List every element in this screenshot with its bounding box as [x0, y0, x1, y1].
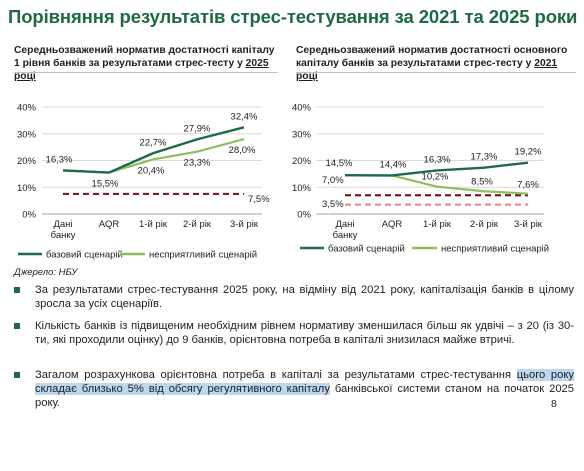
data-label: 8,5% [471, 176, 493, 187]
bullet-marker [14, 372, 20, 378]
base-series-line [62, 126, 245, 174]
x-tick-label: банку [51, 230, 76, 241]
right-chart-title-main: Середньозважений норматив достатності ос… [296, 45, 568, 69]
right-title-rule [296, 72, 576, 73]
x-tick-label: банку [333, 230, 358, 241]
x-tick-label: Дані [335, 219, 354, 230]
y-tick-label: 20% [292, 156, 312, 167]
legend-label: базовий сценарій [46, 250, 123, 261]
legend-label: несприятливий сценарій [441, 244, 549, 255]
x-tick-label: AQR [382, 219, 403, 230]
bullet-marker [14, 323, 20, 329]
data-label: 17,3% [471, 152, 498, 163]
left-title-rule [14, 72, 278, 73]
x-tick-label: Дані [53, 219, 72, 230]
bullet-item: Загалом розрахункова орієнтовна потреба … [14, 368, 574, 411]
right-chart-title: Середньозважений норматив достатності ос… [296, 44, 576, 83]
data-label: 15,5% [92, 179, 119, 190]
x-tick-label: 1-й рік [139, 219, 168, 230]
y-tick-label: 0% [22, 210, 36, 221]
bullet-item: За результатами стрес-тестування 2025 ро… [14, 283, 574, 311]
data-label: 20,4% [138, 165, 165, 176]
data-label: 14,4% [380, 159, 407, 170]
bullet-text-after: банківської системи станом на початок 20… [35, 383, 574, 410]
threshold-label: 7,5% [248, 194, 270, 205]
page-number: 8 [551, 398, 557, 410]
y-tick-label: 10% [17, 183, 37, 194]
x-tick-label: 2-й рік [183, 219, 212, 230]
data-label: 10,2% [422, 172, 449, 183]
right-chart-title-year: 2021 році [296, 58, 558, 82]
bullet-text-before: Загалом розрахункова орієнтовна потреба … [35, 369, 517, 381]
base-series-line [344, 161, 529, 177]
data-label: 7,6% [517, 180, 539, 191]
data-label: 32,4% [231, 111, 258, 122]
bullet-item: Кількість банків із підвищеним необхідни… [14, 319, 574, 347]
y-tick-label: 30% [17, 129, 37, 140]
legend-label: базовий сценарій [328, 244, 405, 255]
y-tick-label: 30% [292, 129, 312, 140]
y-tick-label: 0% [297, 210, 311, 221]
threshold-label: 3,5% [322, 199, 344, 210]
bullet-text: Кількість банків із підвищеним необхідни… [35, 320, 574, 347]
left-chart-title-year: 2025 році [14, 58, 269, 82]
data-label: 19,2% [515, 147, 542, 158]
bullet-marker [14, 287, 20, 293]
y-tick-label: 40% [292, 103, 312, 114]
x-tick-label: 3-й рік [514, 219, 543, 230]
x-tick-label: 3-й рік [230, 219, 259, 230]
threshold-label: 7,0% [322, 175, 344, 186]
left-chart-title: Середньозважений норматив достатності ка… [14, 44, 280, 83]
data-label: 16,3% [46, 154, 73, 165]
data-label: 16,3% [424, 154, 451, 165]
data-label: 27,9% [184, 123, 211, 134]
left-chart-title-main: Середньозважений норматив достатності ка… [14, 45, 275, 69]
y-tick-label: 40% [17, 103, 37, 114]
source-note: Джерело: НБУ [14, 267, 78, 278]
y-tick-label: 10% [292, 183, 312, 194]
bullet-text: За результатами стрес-тестування 2025 ро… [35, 284, 574, 311]
x-tick-label: AQR [99, 219, 120, 230]
x-tick-label: 1-й рік [423, 219, 452, 230]
data-label: 23,3% [184, 158, 211, 169]
y-tick-label: 20% [17, 156, 37, 167]
data-label: 22,7% [140, 137, 167, 148]
bullet-text: Загалом розрахункова орієнтовна потреба … [35, 368, 574, 411]
x-tick-label: 2-й рік [470, 219, 499, 230]
page-title: Порівняння результатів стрес-тестування … [8, 6, 578, 27]
legend-label: несприятливий сценарій [149, 250, 257, 261]
data-label: 14,5% [326, 158, 353, 169]
data-label: 28,0% [229, 145, 256, 156]
